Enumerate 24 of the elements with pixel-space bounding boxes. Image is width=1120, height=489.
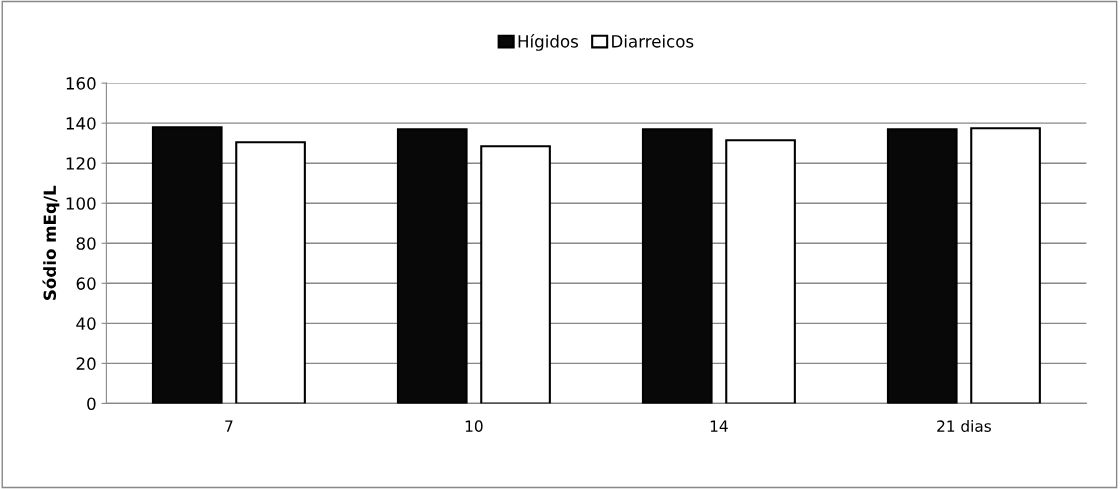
bar <box>641 128 713 404</box>
x-tick-label: 21 dias <box>937 420 991 432</box>
y-tick-label: 0 <box>87 397 96 410</box>
bar <box>151 126 223 404</box>
y-tick-label: 140 <box>66 117 96 130</box>
bar <box>725 139 796 404</box>
legend-label: Diarreicos <box>612 34 694 48</box>
y-tick-label: 80 <box>76 237 96 250</box>
y-tick-label: 20 <box>76 357 96 370</box>
bar <box>235 141 306 404</box>
bar <box>970 127 1041 404</box>
x-tick-label: 14 <box>710 420 728 432</box>
bar <box>886 128 958 404</box>
y-tick-label: 160 <box>66 77 96 90</box>
y-tick-label: 40 <box>76 317 96 330</box>
y-axis-title: Sódio mEq/L <box>42 185 60 300</box>
x-tick-label: 10 <box>465 420 483 432</box>
bar <box>480 145 551 404</box>
y-tick-label: 120 <box>66 157 96 170</box>
y-tick-label: 100 <box>66 197 96 210</box>
x-tick-label: 7 <box>225 420 233 432</box>
legend-label: Hígidos <box>518 34 579 51</box>
bar <box>396 128 468 404</box>
y-tick-label: 60 <box>76 277 96 290</box>
